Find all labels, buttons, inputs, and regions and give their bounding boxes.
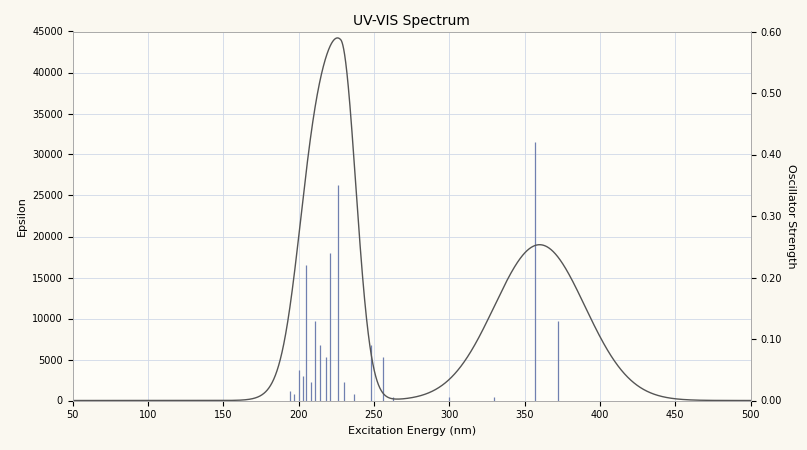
X-axis label: Excitation Energy (nm): Excitation Energy (nm) [348,426,475,436]
Y-axis label: Epsilon: Epsilon [16,196,27,236]
Y-axis label: Oscillator Strength: Oscillator Strength [786,164,796,268]
Title: UV-VIS Spectrum: UV-VIS Spectrum [353,14,470,27]
